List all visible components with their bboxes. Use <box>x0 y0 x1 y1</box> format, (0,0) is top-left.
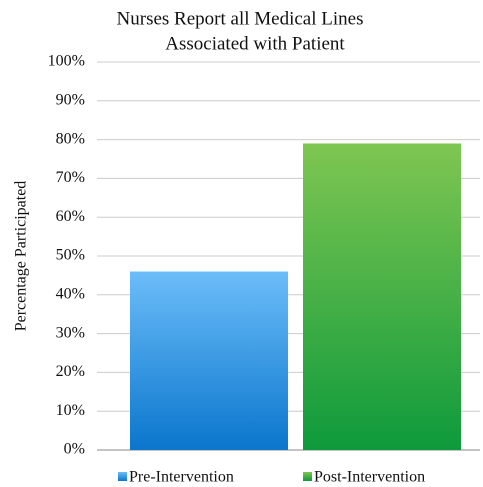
y-tick-label: 90% <box>56 91 85 108</box>
bar <box>303 143 461 451</box>
chart-title: Nurses Report all Medical Lines <box>117 8 364 29</box>
y-tick-label: 80% <box>56 130 85 147</box>
bar <box>130 271 288 450</box>
y-axis-label: Percentage Participated <box>13 181 30 332</box>
legend-label: Post-Intervention <box>314 469 425 486</box>
legend-label: Pre-Intervention <box>129 469 234 486</box>
y-tick-label: 50% <box>56 247 85 264</box>
y-tick-label: 70% <box>56 169 85 186</box>
y-tick-label: 40% <box>56 285 85 302</box>
legend-swatch <box>303 472 312 481</box>
y-tick-label: 60% <box>56 208 85 225</box>
y-tick-label: 30% <box>56 324 85 341</box>
chart-title: Associated with Patient <box>165 33 345 54</box>
y-tick-label: 0% <box>64 441 85 458</box>
y-tick-label: 10% <box>56 402 85 419</box>
legend-swatch <box>118 472 127 481</box>
y-tick-label: 100% <box>48 53 85 70</box>
y-tick-label: 20% <box>56 363 85 380</box>
